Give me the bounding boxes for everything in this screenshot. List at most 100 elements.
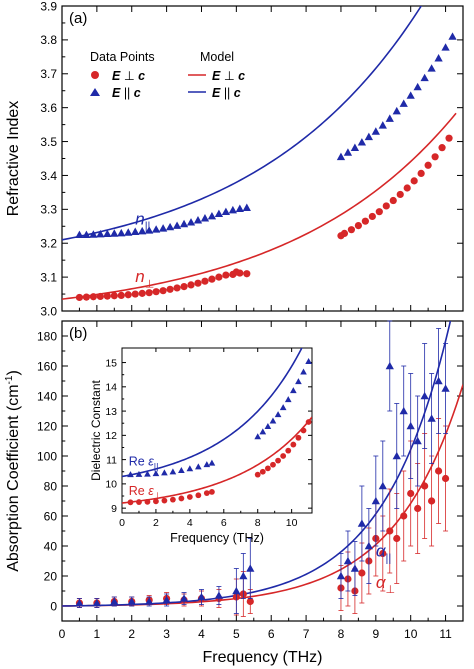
data-point: [305, 419, 312, 425]
data-point: [246, 564, 255, 572]
legend-perp-model-label: E ⊥ c: [212, 69, 245, 83]
y-tick-label: 20: [44, 569, 58, 583]
inset-model-curves: [122, 348, 312, 504]
y-tick-label: 120: [37, 419, 57, 433]
data-point: [178, 466, 185, 473]
data-point: [413, 82, 422, 91]
data-point: [386, 527, 394, 535]
data-point: [382, 202, 390, 210]
y-tick-label: 0: [50, 599, 57, 613]
y-tick-label: 3.8: [40, 33, 57, 47]
model-curve: [122, 416, 312, 504]
x-tick-label: 1: [94, 627, 101, 641]
y-tick-label: 100: [37, 449, 57, 463]
data-point: [136, 499, 142, 505]
data-point: [343, 556, 353, 565]
data-point: [195, 463, 202, 470]
data-point: [371, 127, 380, 135]
data-point: [300, 368, 307, 375]
model-curve: [122, 348, 303, 478]
series-label: Re ε||: [129, 455, 159, 472]
data-point: [340, 229, 349, 237]
panel-b-data-points: [75, 320, 450, 617]
y-tick-label: 3.5: [40, 135, 57, 149]
data-point: [364, 541, 373, 550]
data-point: [399, 99, 408, 107]
data-point: [96, 292, 104, 301]
inset-frame: [121, 347, 313, 514]
data-point: [214, 209, 224, 218]
legend-perp-data-label: E ⊥ c: [112, 69, 145, 83]
data-point: [279, 404, 287, 411]
y-tick-label: 10: [105, 479, 117, 491]
data-point: [269, 417, 277, 424]
y-tick-label: 3.6: [40, 101, 57, 115]
x-tick-label: 4: [198, 627, 205, 641]
x-tick-label: 10: [404, 627, 418, 641]
data-point: [392, 106, 401, 115]
data-point: [290, 441, 297, 448]
data-point: [159, 287, 167, 295]
data-point: [180, 283, 188, 291]
data-point: [254, 433, 262, 440]
data-point: [75, 293, 84, 302]
data-point: [110, 292, 118, 300]
panel-a-ticks: 3.0 3.1 3.2 3.3 3.4 3.5 3.6 3.7 3.8 3.9: [40, 0, 463, 318]
x-tick-label: 7: [303, 627, 310, 641]
data-point: [414, 504, 422, 513]
x-tick-label: 6: [268, 627, 275, 641]
legend-perp-marker: [91, 71, 99, 79]
data-point: [347, 226, 356, 234]
data-point: [441, 43, 450, 51]
data-point: [438, 144, 446, 152]
data-point: [221, 207, 231, 216]
data-point: [396, 190, 404, 199]
data-point: [144, 470, 151, 477]
data-point: [179, 594, 189, 602]
panel-a-y-axis-label: Refractive Index: [5, 101, 22, 217]
data-point: [441, 384, 450, 392]
data-point: [236, 269, 244, 277]
data-point: [434, 467, 443, 475]
data-point: [152, 225, 161, 233]
data-point: [117, 228, 126, 237]
data-point: [343, 148, 353, 156]
x-tick-label: 8: [338, 627, 345, 641]
data-point: [350, 143, 360, 151]
data-point: [145, 597, 154, 605]
data-point: [427, 414, 436, 422]
data-point: [378, 121, 387, 129]
data-point: [145, 226, 154, 234]
data-point: [358, 569, 366, 577]
data-point: [193, 216, 203, 224]
data-point: [434, 54, 443, 62]
data-point: [173, 284, 181, 292]
data-point: [138, 226, 147, 235]
data-point: [305, 358, 312, 365]
legend-par-marker: [90, 88, 100, 96]
data-point: [144, 498, 151, 505]
data-point: [89, 293, 97, 301]
data-point: [434, 376, 443, 385]
inset-series-labels: Re ε|| Re ε⊥: [129, 455, 162, 501]
y-tick-label: 60: [44, 509, 58, 523]
x-tick-label: 3: [163, 627, 170, 641]
data-point: [152, 470, 160, 477]
data-point: [203, 490, 210, 497]
data-point: [208, 275, 216, 283]
legend-data-points-header: Data Points: [90, 50, 155, 64]
data-point: [179, 219, 189, 228]
data-point: [82, 230, 91, 239]
y-tick-label: 13: [105, 406, 117, 418]
data-point: [127, 471, 134, 478]
data-point: [290, 387, 297, 394]
data-point: [103, 229, 112, 238]
x-tick-label: 9: [372, 627, 379, 641]
inset-y-axis-label: Dielectric Constant: [89, 379, 103, 480]
data-point: [364, 132, 373, 141]
data-point: [235, 204, 244, 212]
data-point: [400, 512, 408, 520]
data-point: [117, 291, 125, 300]
